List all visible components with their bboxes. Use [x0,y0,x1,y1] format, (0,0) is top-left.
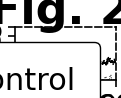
Line: 4F110: 4F110 [15,54,115,80]
Legend: Control, 4F110: Control, 4F110 [0,43,100,98]
Control [77,79,78,81]
4F110 [114,62,116,64]
4F110 [77,63,78,64]
Control [71,79,73,81]
Control [75,76,76,77]
Control [51,73,52,74]
Control [14,80,15,81]
4F110 [102,63,104,64]
Text: Fig. 2: Fig. 2 [0,0,121,33]
4F110 [17,79,18,81]
4F110 [74,60,76,61]
4F110 [71,62,72,63]
Control [32,80,34,81]
Line: Control: Control [15,74,115,80]
4F110 [14,80,15,81]
Control [114,79,116,81]
4F110 [32,73,34,74]
Control [102,80,103,81]
4F110 [76,53,77,54]
Control [17,80,18,81]
Control [102,79,104,81]
